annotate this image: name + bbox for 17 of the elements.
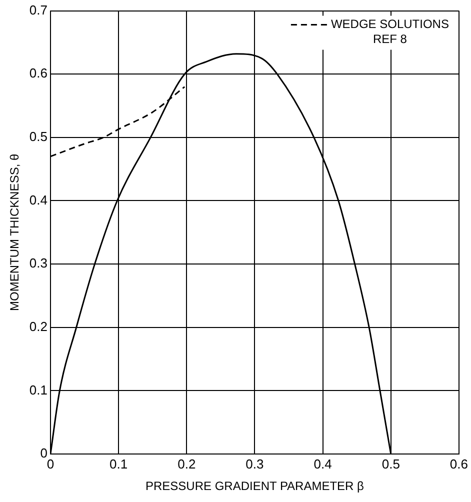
y-tick-label: 0.7 (29, 2, 48, 18)
y-tick-label: 0.4 (29, 192, 48, 208)
x-tick-label: 0.3 (246, 456, 264, 472)
y-tick-label: 0.5 (29, 129, 48, 144)
y-tick-label: 0.3 (29, 256, 48, 271)
x-tick-label: 0.1 (110, 456, 128, 472)
x-tick-label: 0.4 (314, 456, 332, 472)
legend-label: WEDGE SOLUTIONS REF 8 (330, 17, 449, 46)
x-tick-label: 0.5 (382, 456, 400, 472)
y-tick-label: 0.1 (29, 382, 48, 398)
y-tick-label: 0.2 (29, 318, 48, 334)
x-axis-title: PRESSURE GRADIENT PARAMETER β (145, 479, 364, 494)
y-tick-label: 0 (40, 446, 48, 461)
x-tick-label: 0.2 (178, 456, 196, 472)
y-axis-title: MOMENTUM THICKNESS, θ (8, 154, 22, 311)
y-tick-label: 0.6 (29, 66, 48, 81)
x-tick-label: 0.6 (450, 456, 468, 472)
